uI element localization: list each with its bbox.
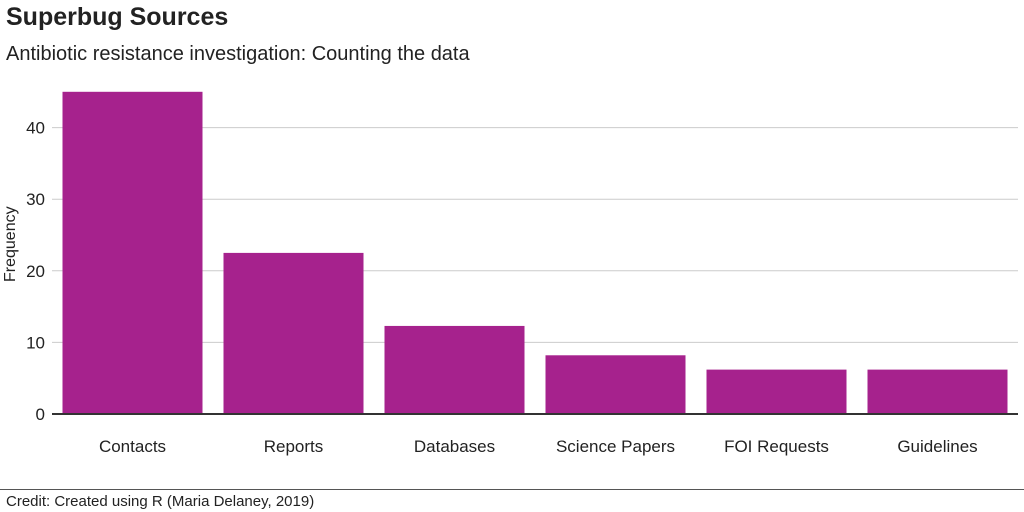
- x-tick-label: Databases: [414, 437, 495, 456]
- bar-databases: [384, 325, 525, 414]
- bar-reports: [223, 252, 364, 414]
- bar-guidelines: [867, 369, 1008, 414]
- x-tick-label: FOI Requests: [724, 437, 829, 456]
- x-tick-label: Guidelines: [897, 437, 977, 456]
- x-tick-label: Reports: [264, 437, 324, 456]
- bar-foi-requests: [706, 369, 847, 414]
- x-tick-label: Contacts: [99, 437, 166, 456]
- y-tick-label: 0: [36, 405, 45, 424]
- bar-chart: 0 10 20 30 40 Contacts Reports Databases Science…: [26, 91, 1018, 456]
- bar-contacts: [62, 91, 203, 415]
- y-tick-label: 20: [26, 262, 45, 281]
- credit-divider: [0, 489, 1024, 490]
- credit-text: Credit: Created using R (Maria Delaney, …: [6, 493, 315, 510]
- x-tick-label: Science Papers: [556, 437, 675, 456]
- chart-subtitle: Antibiotic resistance investigation: Cou…: [6, 43, 470, 65]
- y-tick-label: 40: [26, 119, 45, 138]
- bar-science-papers: [545, 355, 686, 414]
- chart-title: Superbug Sources: [6, 3, 229, 31]
- y-tick-label: 10: [26, 333, 45, 352]
- y-tick-label: 30: [26, 190, 45, 209]
